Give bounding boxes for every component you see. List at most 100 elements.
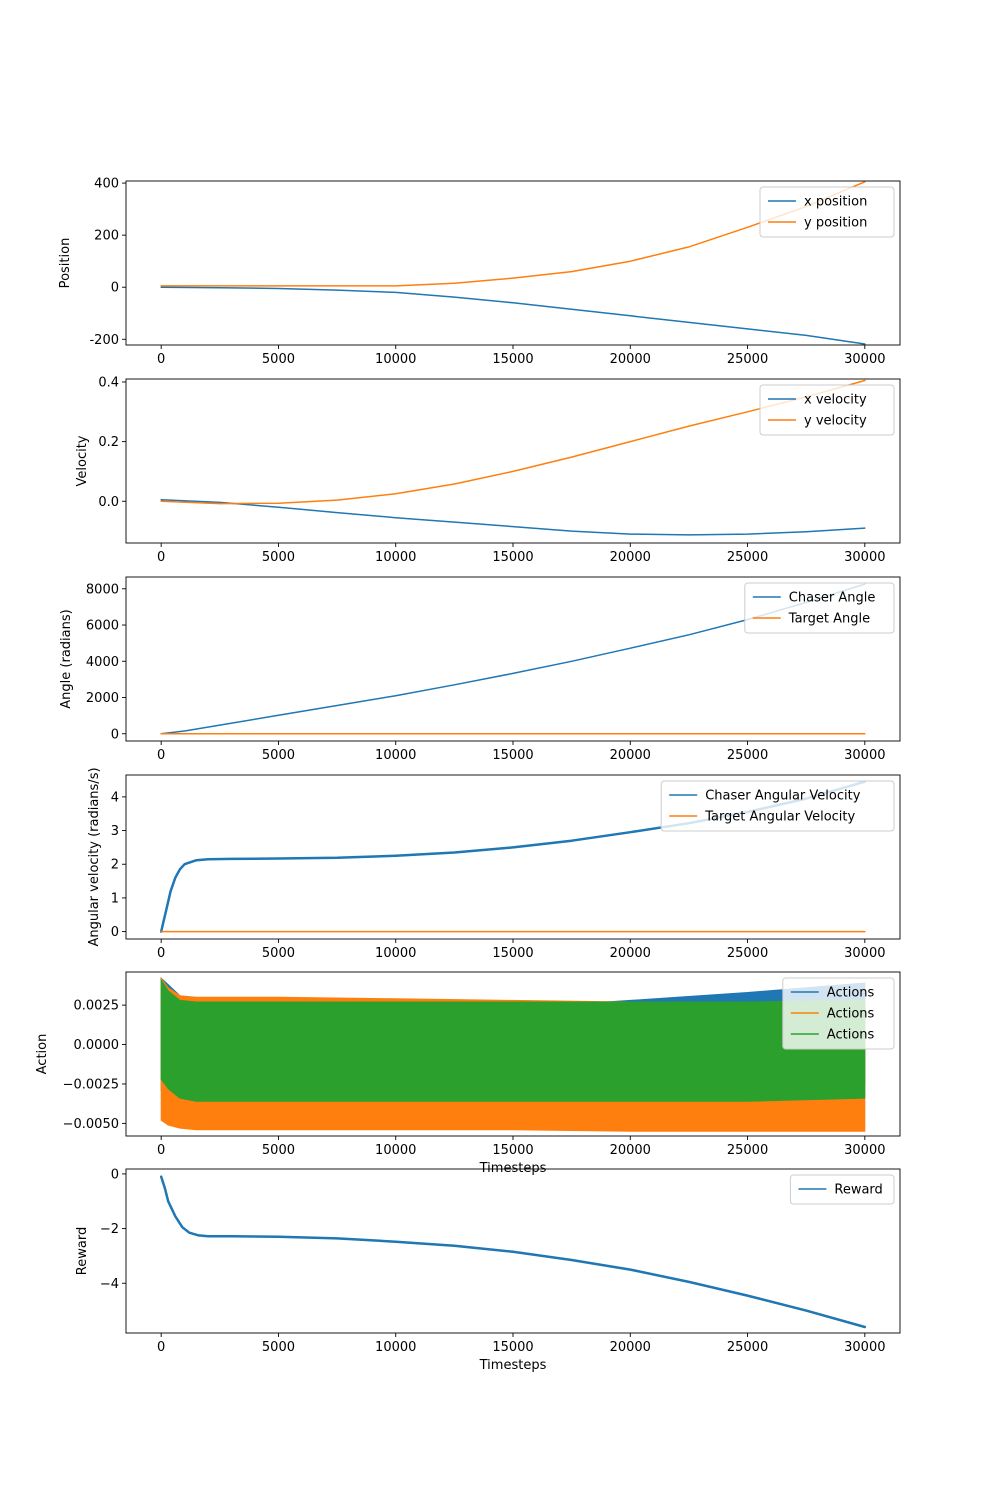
- series-line-2: [160, 379, 866, 505]
- y-tick-label: −0.0050: [63, 1117, 119, 1132]
- x-tick-label: 30000: [844, 550, 885, 565]
- legend: x position y position: [759, 186, 895, 238]
- series-line-1: [160, 499, 866, 536]
- legend-label: Actions: [827, 1028, 875, 1043]
- x-tick-label: 20000: [610, 1143, 651, 1158]
- x-tick-label: 15000: [492, 550, 533, 565]
- x-tick-label: 30000: [844, 946, 885, 961]
- plot-area: [160, 976, 866, 1132]
- legend-label: y velocity: [804, 414, 867, 429]
- legend-label: x velocity: [804, 393, 867, 408]
- x-tick-label: 30000: [844, 352, 885, 367]
- x-tick-label: 20000: [610, 1340, 651, 1355]
- x-tick-label: 20000: [610, 550, 651, 565]
- legend: x velocity y velocity: [759, 384, 895, 436]
- x-tick-label: 0: [157, 352, 165, 367]
- y-tick-label: 3: [111, 824, 119, 839]
- x-tick-label: 25000: [727, 352, 768, 367]
- y-axis-label: Position: [58, 238, 73, 289]
- x-tick-label: 25000: [727, 946, 768, 961]
- y-tick-label: 0.0025: [74, 999, 120, 1014]
- legend-label: Actions: [827, 986, 875, 1001]
- legend-label: Reward: [834, 1183, 882, 1198]
- y-tick-label: 0.4: [98, 375, 119, 390]
- x-tick-label: 0: [157, 1143, 165, 1158]
- subplot-3: 0 5000 10000 15000 20000 25000 30000 0 2000 4000 6…: [59, 576, 901, 763]
- y-tick-label: 0: [111, 925, 119, 940]
- x-tick-label: 15000: [492, 352, 533, 367]
- y-axis-label: Angular velocity (radians/s): [87, 767, 102, 946]
- x-tick-label: 10000: [375, 550, 416, 565]
- x-tick-label: 15000: [492, 1143, 533, 1158]
- legend: Actions Actions Actions: [782, 977, 895, 1050]
- y-tick-label: 0.2: [98, 435, 119, 450]
- x-tick-label: 0: [157, 748, 165, 763]
- legend: Chaser Angular Velocity Target Angular Ve…: [660, 780, 895, 832]
- x-tick-label: 5000: [262, 550, 295, 565]
- y-tick-label: 4: [111, 790, 119, 805]
- x-tick-label: 10000: [375, 1143, 416, 1158]
- y-tick-label: 0: [111, 1167, 119, 1182]
- y-tick-label: 0.0000: [74, 1038, 120, 1053]
- plot-area: [160, 181, 866, 345]
- y-tick-label: 0: [111, 727, 119, 742]
- y-axis-label: Action: [35, 1034, 50, 1075]
- series-band-3: [160, 978, 866, 1102]
- x-tick-label: 30000: [844, 748, 885, 763]
- x-tick-label: 0: [157, 1340, 165, 1355]
- y-tick-label: 4000: [86, 655, 119, 670]
- x-tick-label: 10000: [375, 748, 416, 763]
- x-tick-label: 15000: [492, 1340, 533, 1355]
- x-tick-label: 10000: [375, 946, 416, 961]
- legend-label: Actions: [827, 1007, 875, 1022]
- subplot-6: 0 5000 10000 15000 20000 25000 30000 0 −2 −4 Rewar…: [75, 1167, 901, 1373]
- legend-label: Target Angular Velocity: [704, 810, 855, 825]
- x-tick-label: 30000: [844, 1340, 885, 1355]
- x-tick-label: 10000: [375, 352, 416, 367]
- x-tick-label: 5000: [262, 1340, 295, 1355]
- y-tick-label: 8000: [86, 582, 119, 597]
- y-tick-label: −4: [100, 1277, 119, 1292]
- legend-label: x position: [804, 195, 867, 210]
- y-tick-label: 2000: [86, 691, 119, 706]
- legend-frame: [782, 977, 895, 1050]
- x-tick-label: 0: [157, 550, 165, 565]
- x-tick-label: 5000: [262, 946, 295, 961]
- x-tick-label: 30000: [844, 1143, 885, 1158]
- y-tick-label: 1: [111, 891, 119, 906]
- legend-frame: [660, 780, 895, 832]
- legend: Reward: [789, 1174, 895, 1205]
- x-axis-label: Timesteps: [479, 1358, 547, 1373]
- y-tick-label: 0.0: [98, 495, 119, 510]
- legend-label: y position: [804, 216, 867, 231]
- x-tick-label: 25000: [727, 550, 768, 565]
- plot-area: [159, 1175, 867, 1329]
- subplot-2: 0 5000 10000 15000 20000 25000 30000 0.0 0.2 0.4 V…: [75, 375, 901, 565]
- x-tick-label: 15000: [492, 748, 533, 763]
- x-tick-label: 20000: [610, 352, 651, 367]
- x-tick-label: 0: [157, 946, 165, 961]
- y-tick-label: 400: [94, 177, 119, 192]
- series-line-1: [160, 286, 866, 345]
- x-tick-label: 25000: [727, 1340, 768, 1355]
- series-line-2: [160, 181, 866, 287]
- legend-frame: [789, 1174, 895, 1205]
- y-axis-label: Velocity: [75, 435, 90, 486]
- y-tick-label: 0: [111, 281, 119, 296]
- y-tick-label: −0.0025: [63, 1077, 119, 1092]
- plot-area: [160, 583, 866, 735]
- x-tick-label: 5000: [262, 748, 295, 763]
- series-line-1: [159, 1175, 867, 1329]
- x-tick-label: 5000: [262, 352, 295, 367]
- legend-frame: [759, 384, 895, 436]
- x-tick-label: 20000: [610, 946, 651, 961]
- plot-area: [160, 379, 866, 536]
- y-tick-label: -200: [89, 333, 119, 348]
- subplot-5: 0 5000 10000 15000 20000 25000 30000 0.0025 0.00…: [35, 971, 901, 1176]
- legend-label: Chaser Angular Velocity: [705, 789, 861, 804]
- subplot-1: 0 5000 10000 15000 20000 25000 30000 -200 0 200 40…: [58, 177, 901, 367]
- x-tick-label: 15000: [492, 946, 533, 961]
- x-tick-label: 25000: [727, 1143, 768, 1158]
- legend-frame: [759, 186, 895, 238]
